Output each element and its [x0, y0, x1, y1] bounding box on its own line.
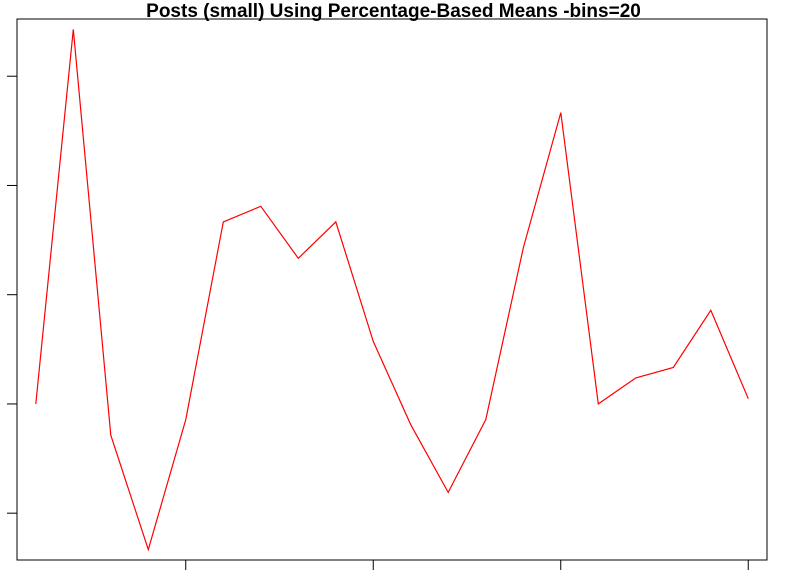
series-layer — [35, 29, 749, 552]
x-axis-ticks — [185, 560, 749, 570]
plot-frame — [16, 18, 768, 561]
y-axis-ticks — [7, 75, 17, 514]
chart-title: Posts (small) Using Percentage-Based Mea… — [146, 1, 641, 22]
series-line-1 — [35, 29, 749, 552]
